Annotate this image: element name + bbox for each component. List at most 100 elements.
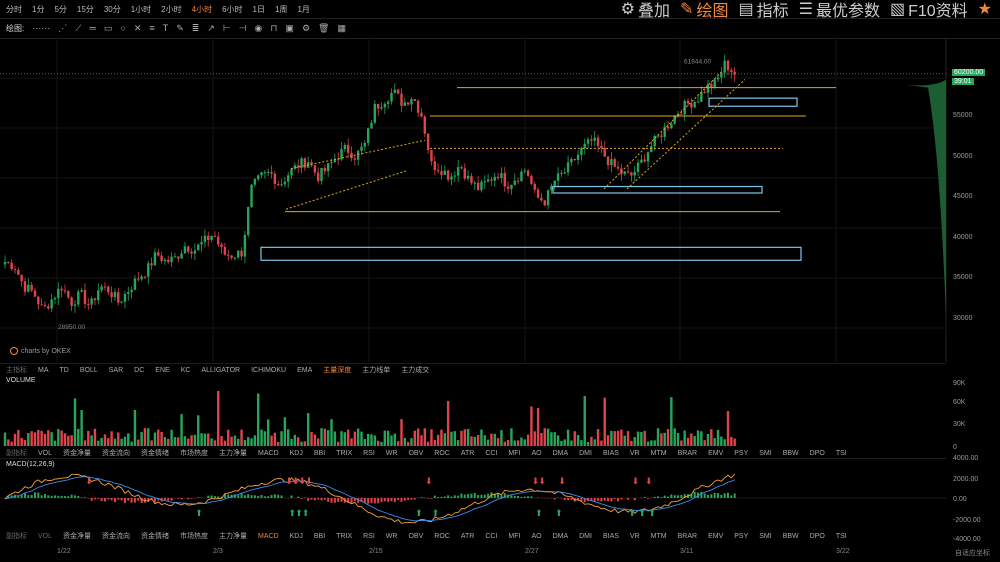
toolbar-gear-button[interactable]: ⚙ 叠加	[621, 0, 670, 21]
toolbar-star-button[interactable]: ★	[978, 0, 992, 19]
demand-zone-box[interactable]	[552, 185, 763, 194]
tab-dpo[interactable]: DPO	[809, 449, 825, 457]
tab-主力成交[interactable]: 主力成交	[401, 367, 430, 374]
tab-atr[interactable]: ATR	[460, 532, 475, 540]
timeframe-2[interactable]: 5分	[54, 4, 67, 14]
tab-ene[interactable]: ENE	[155, 366, 170, 374]
tab-资金流向[interactable]: 资金流向	[102, 533, 131, 540]
tab-mfi[interactable]: MFI	[508, 449, 521, 457]
tab-bbw[interactable]: BBW	[782, 449, 799, 457]
timeframe-1[interactable]: 1分	[32, 4, 45, 14]
timeframe-6[interactable]: 2小时	[161, 4, 182, 14]
tab-dc[interactable]: DC	[134, 366, 145, 374]
tab-brar[interactable]: BRAR	[677, 449, 698, 457]
trend-tool-icon[interactable]: ⟋	[75, 22, 82, 33]
tab-roc[interactable]: ROC	[434, 449, 450, 457]
tab-obv[interactable]: OBV	[408, 449, 424, 457]
tab-资金流向[interactable]: 资金流向	[102, 450, 131, 457]
timeframe-5[interactable]: 1小时	[130, 4, 152, 14]
ruler-tool-icon[interactable]: ⊣	[238, 22, 247, 33]
lock-tool-icon[interactable]: ▣	[285, 22, 294, 33]
tab-rsi[interactable]: RSI	[363, 532, 375, 540]
tab-macd[interactable]: MACD	[258, 532, 279, 540]
tab-资金情绪[interactable]: 资金情绪	[141, 533, 170, 540]
brush-tool-icon[interactable]: ✎	[176, 22, 184, 33]
rect-tool-icon[interactable]: ▭	[103, 22, 113, 33]
toolbar-sliders-button[interactable]: ☰ 最优参数	[799, 0, 880, 21]
tab-dpo[interactable]: DPO	[809, 532, 825, 540]
eye-tool-icon[interactable]: ◉	[254, 22, 263, 33]
tab-ichimoku[interactable]: ICHIMOKU	[251, 366, 287, 374]
tab-vol[interactable]: VOL	[38, 449, 53, 457]
tab-macd[interactable]: MACD	[258, 449, 279, 457]
delete-tool-icon[interactable]: 🗑	[318, 22, 330, 33]
tab-psy[interactable]: PSY	[734, 449, 749, 457]
tab-brar[interactable]: BRAR	[677, 532, 698, 540]
tab-主量深度[interactable]: 主量深度	[323, 367, 352, 374]
channel-line[interactable]	[603, 71, 723, 190]
tab-主力净量[interactable]: 主力净量	[219, 450, 248, 457]
tab-dmi[interactable]: DMI	[579, 449, 592, 457]
channel-line[interactable]	[285, 169, 409, 210]
toolbar-pencil-button[interactable]: ✎ 绘图	[680, 0, 728, 21]
volume-chart[interactable]	[0, 374, 1000, 448]
tab-trix[interactable]: TRIX	[336, 532, 353, 540]
tab-资金净量[interactable]: 资金净量	[63, 533, 92, 540]
tab-rsi[interactable]: RSI	[363, 449, 375, 457]
tab-vr[interactable]: VR	[629, 449, 640, 457]
channel-line[interactable]	[290, 139, 426, 170]
tab-cci[interactable]: CCI	[485, 532, 498, 540]
timeframe-7[interactable]: 4小时	[191, 4, 213, 14]
tab-ao[interactable]: AO	[531, 449, 542, 457]
line-tool-icon[interactable]: ⋯⋯	[32, 22, 51, 33]
tab-bias[interactable]: BIAS	[602, 532, 619, 540]
text-tool-icon[interactable]: T	[162, 23, 169, 33]
tab-td[interactable]: TD	[59, 366, 69, 374]
grid-tool-icon[interactable]: ▦	[337, 22, 346, 33]
tab-市场热度[interactable]: 市场热度	[180, 450, 209, 457]
tab-cci[interactable]: CCI	[485, 449, 498, 457]
tab-bbw[interactable]: BBW	[782, 532, 799, 540]
tab-kdj[interactable]: KDJ	[289, 449, 303, 457]
tab-ma[interactable]: MA	[38, 366, 49, 374]
timeframe-10[interactable]: 1周	[274, 4, 288, 14]
tab-smi[interactable]: SMI	[759, 532, 772, 540]
tab-主力线单[interactable]: 主力线单	[362, 367, 391, 374]
timeframe-8[interactable]: 6小时	[222, 4, 243, 14]
tab-vr[interactable]: VR	[629, 532, 640, 540]
tab-mtm[interactable]: MTM	[650, 449, 667, 457]
axis-mode-button[interactable]: 自适应坐标	[955, 550, 990, 557]
timeframe-0[interactable]: 分时	[6, 4, 22, 14]
measure-tool-icon[interactable]: ⊢	[222, 22, 231, 33]
tab-资金净量[interactable]: 资金净量	[63, 450, 92, 457]
tab-dma[interactable]: DMA	[552, 532, 569, 540]
demand-zone-box[interactable]	[708, 97, 798, 107]
macd-chart[interactable]: ⬇ ⬆ ⬇ ⬆ ⬇ ⬆ ⬇ ⬆ ⬇ ⬆ ⬇ ⬆ ⬇ ⬆ ⬇ ⬆ ⬇ ⬆ ⬇ ⬆ ⬇ ⬆	[0, 458, 1000, 542]
tab-roc[interactable]: ROC	[434, 532, 450, 540]
tab-bbi[interactable]: BBI	[313, 449, 326, 457]
demand-zone-box[interactable]	[260, 246, 802, 261]
tab-bias[interactable]: BIAS	[602, 449, 619, 457]
tab-ao[interactable]: AO	[531, 532, 542, 540]
tab-主力净量[interactable]: 主力净量	[219, 533, 248, 540]
tab-mfi[interactable]: MFI	[508, 532, 521, 540]
tab-bbi[interactable]: BBI	[313, 532, 326, 540]
tab-atr[interactable]: ATR	[460, 449, 475, 457]
toolbar-doc-button[interactable]: ▧ F10资料	[890, 0, 968, 21]
tab-tsi[interactable]: TSI	[835, 532, 847, 540]
tab-dmi[interactable]: DMI	[579, 532, 592, 540]
tab-tsi[interactable]: TSI	[835, 449, 847, 457]
timeframe-3[interactable]: 15分	[76, 4, 94, 14]
tab-vol[interactable]: VOL	[38, 532, 53, 540]
channel-line[interactable]	[626, 79, 746, 190]
tab-emv[interactable]: EMV	[708, 449, 724, 457]
hline-tool-icon[interactable]: ═	[89, 23, 96, 33]
arrow-tool-icon[interactable]: ↗	[207, 22, 215, 33]
tab-市场热度[interactable]: 市场热度	[180, 533, 209, 540]
magnet-tool-icon[interactable]: ⊓	[270, 22, 278, 33]
tab-资金情绪[interactable]: 资金情绪	[141, 450, 170, 457]
tab-sar[interactable]: SAR	[108, 366, 124, 374]
fib-tool-icon[interactable]: ≡	[149, 23, 155, 33]
toolbar-chart-button[interactable]: ▤ 指标	[738, 0, 788, 21]
tab-dma[interactable]: DMA	[552, 449, 569, 457]
